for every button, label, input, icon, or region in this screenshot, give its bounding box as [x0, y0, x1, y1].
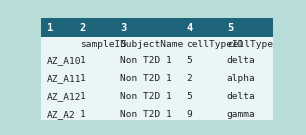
Text: sampleID: sampleID	[80, 40, 126, 49]
Text: 1: 1	[47, 23, 53, 33]
Text: 5: 5	[186, 92, 192, 101]
Text: cellTypeID: cellTypeID	[186, 40, 244, 49]
Text: 3: 3	[120, 23, 126, 33]
Text: 9: 9	[186, 110, 192, 119]
Text: 1: 1	[80, 92, 85, 101]
Text: 5: 5	[186, 56, 192, 65]
Text: gamma: gamma	[227, 110, 256, 119]
Text: Non T2D 1: Non T2D 1	[120, 56, 172, 65]
Text: AZ_A11: AZ_A11	[47, 74, 81, 83]
Text: AZ_A12: AZ_A12	[47, 92, 81, 101]
Text: 4: 4	[186, 23, 193, 33]
Text: alpha: alpha	[227, 74, 256, 83]
Text: 1: 1	[80, 74, 85, 83]
Text: Non T2D 1: Non T2D 1	[120, 110, 172, 119]
Text: Non T2D 1: Non T2D 1	[120, 92, 172, 101]
Text: 1: 1	[80, 56, 85, 65]
Text: delta: delta	[227, 92, 256, 101]
Text: Non T2D 1: Non T2D 1	[120, 74, 172, 83]
Text: AZ_A2: AZ_A2	[47, 110, 75, 119]
Bar	[41, 37, 273, 123]
Text: 2: 2	[186, 74, 192, 83]
Text: delta: delta	[227, 56, 256, 65]
Bar	[41, 18, 273, 37]
Text: SubjectName: SubjectName	[120, 40, 183, 49]
Text: 1: 1	[80, 110, 85, 119]
Text: 2: 2	[80, 23, 86, 33]
Text: AZ_A10: AZ_A10	[47, 56, 81, 65]
Text: cellType: cellType	[227, 40, 273, 49]
Text: 5: 5	[227, 23, 233, 33]
